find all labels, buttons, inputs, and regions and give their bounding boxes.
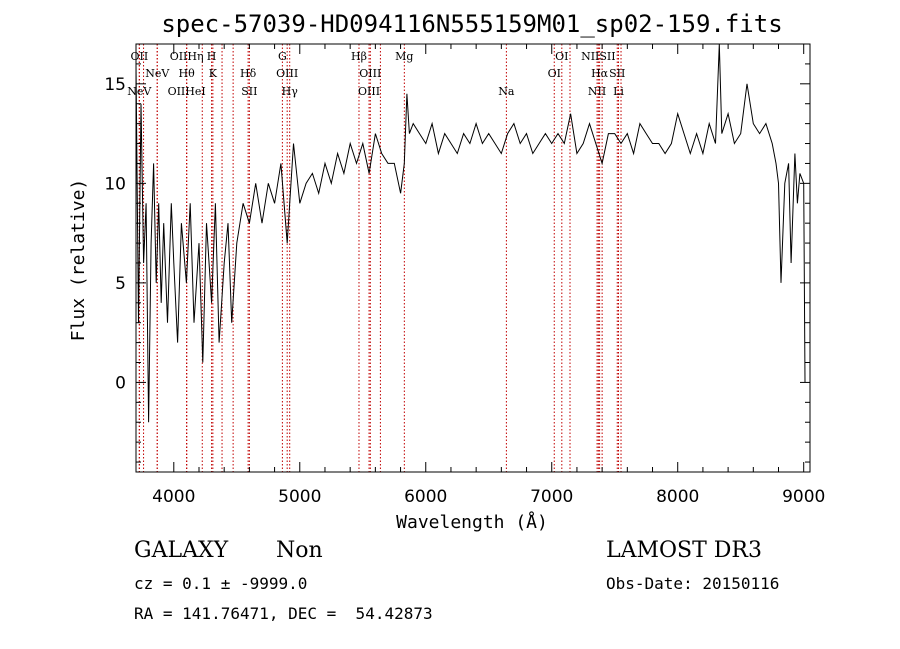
line-marker-label: NIISII <box>581 50 616 63</box>
redshift-cz: cz = 0.1 ± -9999.0 <box>134 574 308 593</box>
x-tick-label: 6000 <box>404 487 447 507</box>
survey-name: LAMOST DR3 <box>606 538 762 563</box>
x-tick-label: 4000 <box>152 487 195 507</box>
line-marker-label: Li <box>613 85 624 98</box>
line-marker-label: OI <box>548 67 561 80</box>
y-tick-label: 5 <box>115 274 126 294</box>
line-marker-label: OIII <box>276 67 298 80</box>
emission-line-markers <box>138 44 622 472</box>
line-marker-label: SII <box>241 85 257 98</box>
line-marker-label: K <box>209 67 218 80</box>
line-marker-label: Hδ <box>240 67 257 80</box>
line-marker-label: OIIHη <box>170 50 204 63</box>
x-axis-label: Wavelength (Å) <box>396 511 548 533</box>
plot-frame <box>135 43 811 473</box>
line-marker-label: OIII <box>359 67 381 80</box>
object-class: GALAXY <box>134 538 229 563</box>
line-marker-label: Hβ <box>351 50 367 63</box>
line-marker-label: OIII <box>358 85 380 98</box>
y-axis-label: Flux (relative) <box>68 179 89 342</box>
line-marker-label: OI <box>555 50 568 63</box>
line-marker-label: NeV <box>145 67 170 80</box>
line-marker-label: NII <box>588 85 606 98</box>
y-axis-ticks: 0 5 10 15 <box>104 43 810 463</box>
line-marker-label: Hγ <box>282 85 299 98</box>
y-tick-label: 10 <box>104 174 126 194</box>
line-marker-label: Mg <box>395 50 413 63</box>
x-tick-label: 7000 <box>530 487 573 507</box>
line-marker-label: G <box>278 50 287 63</box>
line-marker-label: Hθ <box>179 67 196 80</box>
x-axis-ticks: 4000 5000 6000 7000 8000 9000 <box>152 44 825 507</box>
x-tick-label: 8000 <box>656 487 699 507</box>
line-marker-label: OIIHeI <box>168 85 206 98</box>
spectrum-line <box>135 43 806 423</box>
y-tick-label: 0 <box>115 373 126 393</box>
y-tick-label: 15 <box>104 75 126 95</box>
line-marker-label: H <box>207 50 217 63</box>
line-marker-label: OII <box>131 50 149 63</box>
observation-date: Obs-Date: 20150116 <box>606 574 780 593</box>
line-marker-label: Na <box>498 85 515 98</box>
line-marker-label: NeV <box>127 85 152 98</box>
x-tick-label: 9000 <box>782 487 825 507</box>
object-subclass: Non <box>276 538 323 563</box>
line-marker-label: Hα <box>591 67 609 80</box>
x-tick-label: 5000 <box>278 487 321 507</box>
line-marker-label: SII <box>609 67 625 80</box>
chart-title: spec-57039-HD094116N555159M01_sp02-159.f… <box>161 10 782 38</box>
coordinates: RA = 141.76471, DEC = 54.42873 <box>134 604 433 623</box>
